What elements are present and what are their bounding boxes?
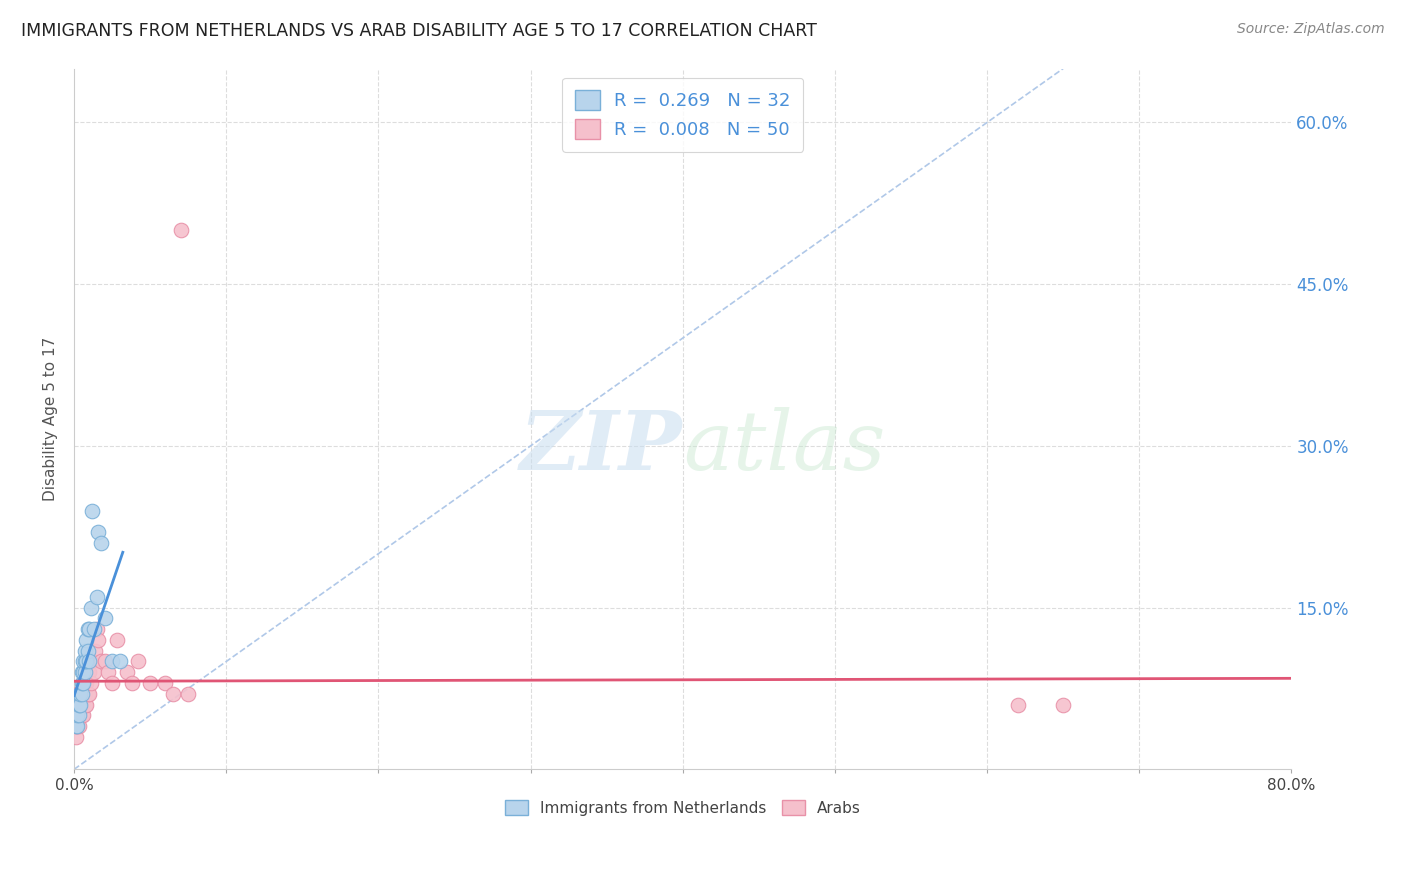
Point xyxy=(82,503,104,517)
Point xyxy=(73,665,96,680)
Point xyxy=(67,687,90,701)
Point xyxy=(79,665,101,680)
Point xyxy=(90,536,112,550)
Point xyxy=(65,719,87,733)
Point xyxy=(66,719,89,733)
Point xyxy=(69,708,91,723)
Point xyxy=(67,708,90,723)
Text: ZIP: ZIP xyxy=(520,407,683,487)
Point xyxy=(72,698,94,712)
Point xyxy=(73,655,96,669)
Text: atlas: atlas xyxy=(683,407,886,487)
Point xyxy=(65,708,87,723)
Point xyxy=(90,655,112,669)
Point xyxy=(66,698,89,712)
Point xyxy=(69,687,91,701)
Point xyxy=(101,655,124,669)
Point xyxy=(65,730,87,744)
Point xyxy=(127,655,149,669)
Point xyxy=(70,687,93,701)
Point xyxy=(105,632,128,647)
Point xyxy=(75,632,97,647)
Point xyxy=(87,525,110,540)
Point xyxy=(84,643,107,657)
Point xyxy=(117,665,139,680)
Point xyxy=(1052,698,1074,712)
Point xyxy=(79,622,101,636)
Point xyxy=(67,708,90,723)
Point xyxy=(67,698,90,712)
Point xyxy=(66,687,89,701)
Point xyxy=(73,698,96,712)
Point xyxy=(66,719,89,733)
Point xyxy=(79,687,101,701)
Point xyxy=(73,643,96,657)
Point xyxy=(97,665,120,680)
Point xyxy=(70,665,93,680)
Point xyxy=(83,622,105,636)
Point xyxy=(75,676,97,690)
Y-axis label: Disability Age 5 to 17: Disability Age 5 to 17 xyxy=(44,337,58,501)
Point xyxy=(73,676,96,690)
Point xyxy=(70,676,93,690)
Text: IMMIGRANTS FROM NETHERLANDS VS ARAB DISABILITY AGE 5 TO 17 CORRELATION CHART: IMMIGRANTS FROM NETHERLANDS VS ARAB DISA… xyxy=(21,22,817,40)
Point xyxy=(121,676,143,690)
Point xyxy=(76,643,98,657)
Point xyxy=(66,708,89,723)
Point xyxy=(70,698,93,712)
Point xyxy=(72,676,94,690)
Legend: Immigrants from Netherlands, Arabs: Immigrants from Netherlands, Arabs xyxy=(496,790,870,825)
Point xyxy=(70,687,93,701)
Point xyxy=(1007,698,1029,712)
Point xyxy=(79,655,101,669)
Point xyxy=(80,676,103,690)
Point xyxy=(76,622,98,636)
Point xyxy=(72,665,94,680)
Point xyxy=(87,632,110,647)
Point xyxy=(169,223,191,237)
Point xyxy=(162,687,184,701)
Point xyxy=(67,698,90,712)
Point xyxy=(76,665,98,680)
Point xyxy=(76,687,98,701)
Point xyxy=(108,655,131,669)
Point xyxy=(75,655,97,669)
Point xyxy=(177,687,200,701)
Point xyxy=(72,655,94,669)
Point xyxy=(69,698,91,712)
Point xyxy=(65,719,87,733)
Point xyxy=(101,676,124,690)
Point xyxy=(155,676,177,690)
Point xyxy=(83,665,105,680)
Point xyxy=(72,708,94,723)
Point xyxy=(66,708,89,723)
Point xyxy=(80,600,103,615)
Point xyxy=(67,687,90,701)
Point xyxy=(69,698,91,712)
Point xyxy=(86,590,108,604)
Point xyxy=(86,622,108,636)
Point xyxy=(70,708,93,723)
Point xyxy=(93,611,115,625)
Point xyxy=(69,687,91,701)
Point xyxy=(73,687,96,701)
Text: Source: ZipAtlas.com: Source: ZipAtlas.com xyxy=(1237,22,1385,37)
Point xyxy=(72,676,94,690)
Point xyxy=(82,655,104,669)
Point xyxy=(139,676,162,690)
Point xyxy=(75,698,97,712)
Point xyxy=(67,719,90,733)
Point xyxy=(93,655,115,669)
